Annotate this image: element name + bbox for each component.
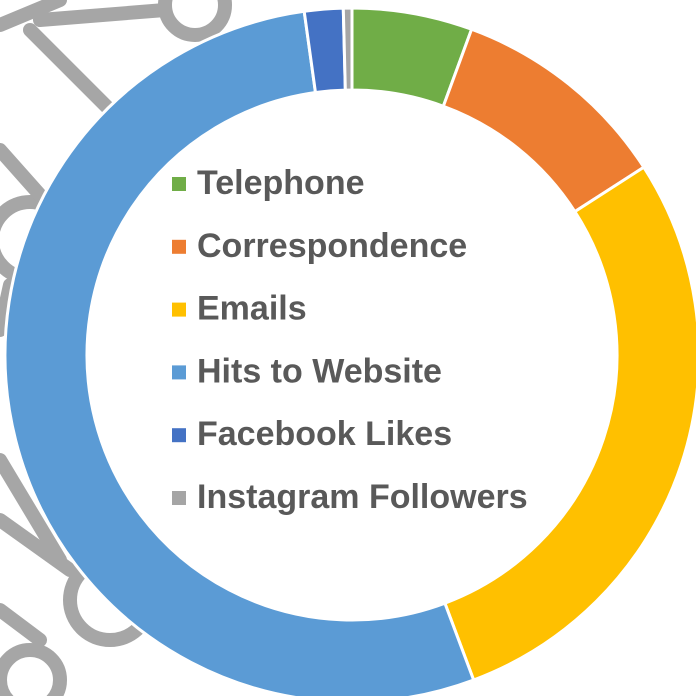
- donut: [3, 6, 696, 696]
- legend-swatch: [172, 491, 186, 505]
- legend-label: Emails: [197, 290, 307, 328]
- donut-segment: [442, 165, 696, 682]
- legend-label: Hits to Website: [197, 352, 442, 390]
- donut-segment: [441, 27, 646, 214]
- legend-label: Instagram Followers: [197, 478, 528, 516]
- legend-swatch: [172, 177, 186, 191]
- legend-swatch: [172, 239, 186, 254]
- legend-swatch: [172, 428, 186, 443]
- legend-label: Telephone: [197, 164, 365, 202]
- legend-swatch: [172, 302, 186, 317]
- donut-segment: [3, 9, 476, 696]
- legend: Telephone Correspondence Emails Hits to Web…: [172, 164, 528, 516]
- legend-label: Facebook Likes: [197, 415, 452, 453]
- legend-swatch: [172, 365, 186, 380]
- donut-segment: [341, 6, 354, 92]
- legend-label: Correspondence: [197, 227, 467, 265]
